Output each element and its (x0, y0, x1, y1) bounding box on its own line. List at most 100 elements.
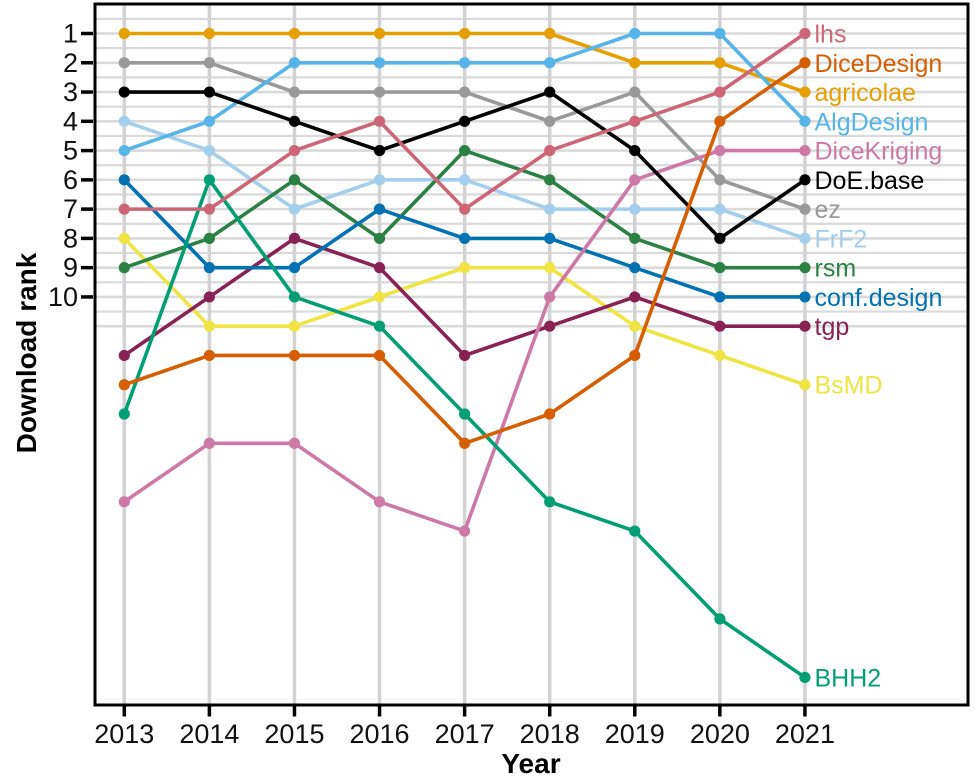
data-point-AlgDesign-2019 (629, 27, 641, 40)
x-axis-title: Year (501, 748, 561, 779)
data-point-FrF2-2014 (203, 144, 215, 157)
data-point-DiceKriging-2016 (373, 496, 386, 508)
data-point-DoE.base-2018 (544, 86, 556, 98)
series-label-conf.design: conf.design (815, 284, 943, 312)
series-label-lhs: lhs (815, 21, 847, 49)
data-point-agricolae-2015 (288, 27, 301, 40)
data-point-BHH2-2016 (373, 320, 386, 332)
data-point-DiceDesign-2016 (373, 349, 386, 362)
data-point-agricolae-2018 (544, 27, 556, 40)
data-point-BsMD-2016 (373, 291, 386, 303)
data-point-agricolae-2014 (203, 27, 215, 40)
data-point-ez-2019 (629, 86, 641, 98)
data-point-DoE.base-2016 (373, 144, 386, 157)
data-point-tgp-2018 (544, 320, 556, 332)
y-tick-label: 6 (63, 165, 78, 195)
series-label-DiceKriging: DiceKriging (815, 138, 943, 166)
data-point-agricolae-2017 (459, 27, 471, 40)
data-point-rsm-2021 (799, 262, 811, 274)
x-tick-label: 2020 (690, 719, 750, 749)
y-tick-label: 7 (63, 194, 78, 224)
data-point-DoE.base-2020 (714, 232, 726, 244)
data-point-BsMD-2015 (288, 320, 301, 332)
data-point-DoE.base-2013 (118, 86, 130, 98)
data-point-ez-2021 (799, 203, 811, 215)
data-point-rsm-2017 (459, 144, 471, 157)
data-point-rsm-2015 (288, 174, 301, 186)
data-point-tgp-2015 (288, 232, 301, 244)
data-point-conf.design-2014 (203, 262, 215, 274)
data-point-lhs-2016 (373, 115, 386, 127)
data-point-conf.design-2013 (118, 174, 130, 186)
data-point-DiceKriging-2013 (118, 496, 130, 508)
data-point-BHH2-2020 (714, 613, 726, 625)
series-label-FrF2: FrF2 (815, 225, 868, 253)
data-point-tgp-2017 (459, 349, 471, 362)
data-point-AlgDesign-2018 (544, 57, 556, 69)
series-label-BHH2: BHH2 (815, 664, 882, 692)
data-point-lhs-2014 (203, 203, 215, 215)
series-label-ez: ez (815, 196, 841, 224)
data-point-rsm-2016 (373, 232, 386, 244)
data-point-BsMD-2021 (799, 379, 811, 391)
x-tick-label: 2019 (605, 719, 665, 749)
data-point-agricolae-2019 (629, 57, 641, 69)
data-point-agricolae-2020 (714, 57, 726, 69)
series-label-agricolae: agricolae (815, 79, 916, 107)
x-tick-label: 2018 (520, 719, 580, 749)
data-point-AlgDesign-2020 (714, 27, 726, 40)
data-point-tgp-2020 (714, 320, 726, 332)
data-point-ez-2017 (459, 86, 471, 98)
data-point-lhs-2019 (629, 115, 641, 127)
data-point-BsMD-2020 (714, 349, 726, 362)
data-point-AlgDesign-2013 (118, 144, 130, 157)
data-point-DiceKriging-2014 (203, 437, 215, 449)
data-point-rsm-2020 (714, 262, 726, 274)
y-tick-label: 5 (63, 136, 78, 166)
data-point-rsm-2013 (118, 262, 130, 274)
data-point-FrF2-2019 (629, 203, 641, 215)
y-tick-label: 3 (63, 77, 78, 107)
data-point-AlgDesign-2021 (799, 115, 811, 127)
x-tick-label: 2016 (350, 719, 410, 749)
data-point-tgp-2019 (629, 291, 641, 303)
data-point-DoE.base-2017 (459, 115, 471, 127)
data-point-agricolae-2013 (118, 27, 130, 40)
y-tick-label: 1 (63, 19, 78, 49)
data-point-DiceDesign-2021 (799, 57, 811, 69)
data-point-DiceDesign-2015 (288, 349, 301, 362)
series-label-DiceDesign: DiceDesign (815, 50, 943, 78)
data-point-DiceDesign-2014 (203, 349, 215, 362)
data-point-DiceKriging-2017 (459, 525, 471, 537)
data-point-conf.design-2017 (459, 232, 471, 244)
data-point-BHH2-2018 (544, 496, 556, 508)
data-point-agricolae-2016 (373, 27, 386, 40)
data-point-BHH2-2021 (799, 671, 811, 684)
data-point-BsMD-2013 (118, 232, 130, 244)
data-point-conf.design-2018 (544, 232, 556, 244)
data-point-lhs-2020 (714, 86, 726, 98)
data-point-tgp-2016 (373, 262, 386, 274)
data-point-BHH2-2013 (118, 408, 130, 420)
y-tick-label: 10 (48, 282, 78, 312)
data-point-DiceKriging-2015 (288, 437, 301, 449)
series-label-AlgDesign: AlgDesign (815, 108, 929, 136)
series-label-DoE.base: DoE.base (815, 167, 925, 195)
panel-border (93, 2, 970, 707)
data-point-BHH2-2015 (288, 291, 301, 303)
data-point-ez-2020 (714, 174, 726, 186)
data-point-AlgDesign-2015 (288, 57, 301, 69)
x-tick-label: 2013 (94, 719, 154, 749)
series-label-tgp: tgp (815, 313, 850, 341)
data-point-conf.design-2021 (799, 291, 811, 303)
data-point-lhs-2017 (459, 203, 471, 215)
x-tick-label: 2021 (775, 719, 835, 749)
data-point-ez-2016 (373, 86, 386, 98)
data-point-BsMD-2018 (544, 262, 556, 274)
data-point-BHH2-2014 (203, 174, 215, 186)
data-point-conf.design-2019 (629, 262, 641, 274)
data-point-BsMD-2017 (459, 262, 471, 274)
data-point-FrF2-2016 (373, 174, 386, 186)
data-point-rsm-2018 (544, 174, 556, 186)
y-tick-label: 4 (63, 106, 78, 136)
